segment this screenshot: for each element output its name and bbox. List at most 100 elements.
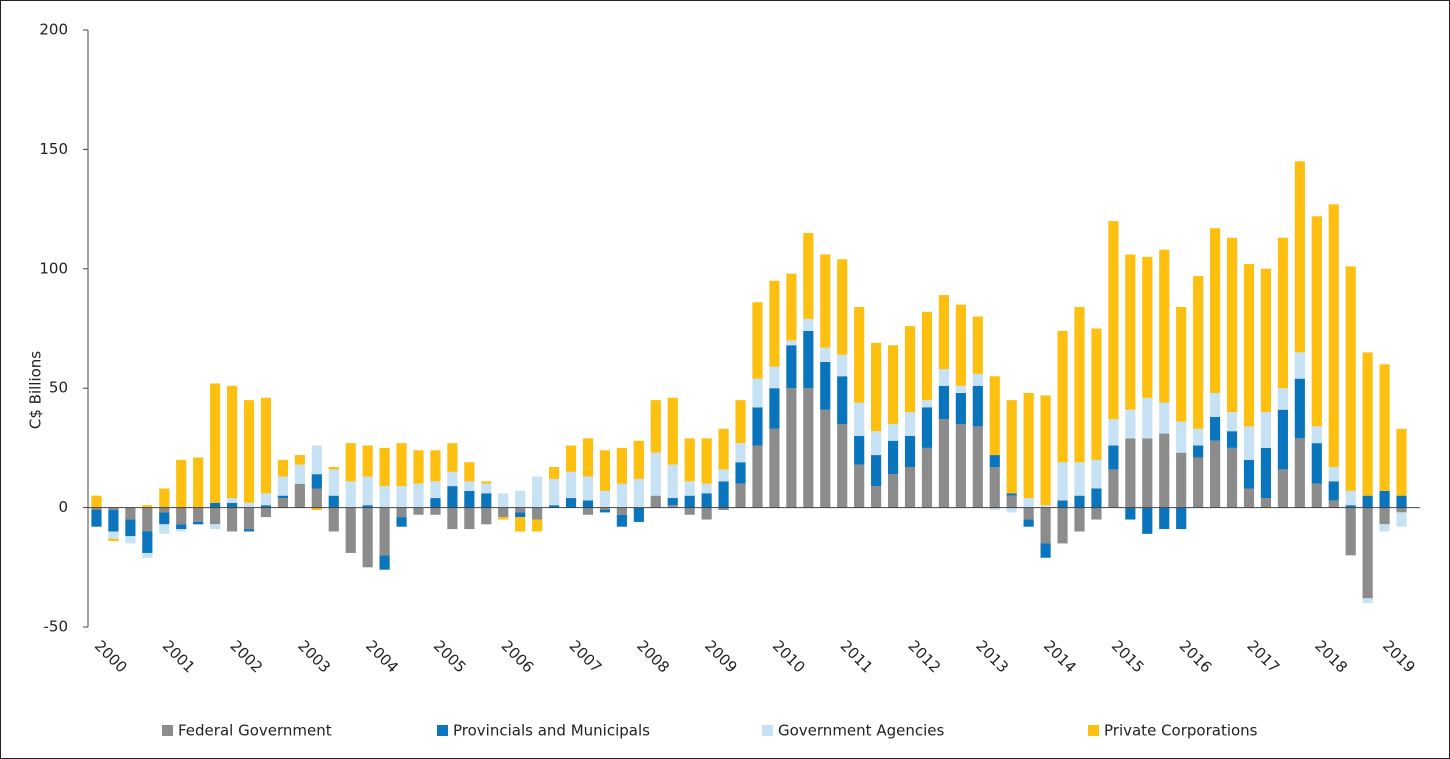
bar-segment <box>362 507 373 568</box>
bar-segment <box>1226 237 1238 413</box>
bar-segment <box>1311 426 1322 444</box>
bar-segment <box>464 490 475 508</box>
bar-segment <box>176 507 187 525</box>
bar-segment <box>854 402 865 436</box>
bar-segment <box>159 524 170 534</box>
bar-segment <box>1226 447 1238 508</box>
bar-segment <box>379 507 390 556</box>
bar-segment <box>599 490 611 508</box>
y-tick-label: 0 <box>58 498 68 516</box>
bar-segment <box>413 483 424 508</box>
bar-segment <box>1159 402 1170 434</box>
bar-segment <box>362 445 373 477</box>
bar-segment <box>1277 388 1288 410</box>
bar-segment <box>91 507 102 510</box>
bar-segment <box>396 517 407 527</box>
bar-segment <box>260 507 272 518</box>
bar-segment <box>684 438 695 482</box>
bar-segment <box>532 476 543 508</box>
bar-segment <box>769 388 780 429</box>
bar-segment <box>226 385 238 499</box>
bar-segment <box>311 488 322 508</box>
bar-segment <box>1159 433 1170 508</box>
bar-segment <box>142 507 153 532</box>
bar-segment <box>820 347 831 362</box>
bar-segment <box>243 507 255 530</box>
bar-segment <box>1125 507 1136 520</box>
bar-segment <box>1311 483 1322 508</box>
bar-segment <box>752 445 763 508</box>
bar-segment <box>1108 221 1119 420</box>
bar-segment <box>277 459 288 477</box>
bar-segment <box>1006 400 1017 494</box>
bar-segment <box>1057 507 1068 544</box>
bar-segment <box>549 505 560 508</box>
bar-segment <box>667 498 678 506</box>
legend-label: Government Agencies <box>778 722 944 740</box>
bar-segment <box>277 498 288 508</box>
bar-segment <box>667 397 678 465</box>
bar-segment <box>718 469 729 482</box>
bar-segment <box>803 232 814 319</box>
bar-segment <box>1243 459 1255 489</box>
bar-segment <box>854 435 865 465</box>
bar-segment <box>667 464 678 499</box>
bar-segment <box>159 507 170 513</box>
bar-segment <box>1176 507 1187 530</box>
legend-label: Provincials and Municipals <box>453 722 650 740</box>
bar-segment <box>464 507 475 530</box>
bar-segment <box>887 424 899 441</box>
bar-segment <box>1074 307 1085 463</box>
bar-segment <box>1142 256 1153 398</box>
bar-segment <box>1260 412 1272 448</box>
bar-segment <box>582 476 594 501</box>
bar-segment <box>1074 507 1085 532</box>
bar-segment <box>1379 364 1390 491</box>
bar-segment <box>803 388 814 508</box>
bar-segment <box>1006 507 1017 513</box>
bar-segment <box>260 397 272 494</box>
bar-segment <box>226 502 238 508</box>
bar-segment <box>1243 488 1255 508</box>
bar-segment <box>328 469 339 496</box>
bar-segment <box>1328 467 1339 482</box>
bar-segment <box>1379 524 1390 532</box>
bar-segment <box>311 507 322 510</box>
bar-segment <box>735 462 746 484</box>
bar-segment <box>938 295 949 370</box>
bar-segment <box>328 467 339 470</box>
bar-segment <box>871 455 882 487</box>
bar-segment <box>498 493 509 508</box>
bar-segment <box>159 512 170 525</box>
bar-segment <box>582 438 594 477</box>
bar-segment <box>1396 495 1407 508</box>
bar-segment <box>210 524 221 530</box>
bar-segment <box>820 361 831 410</box>
bar-segment <box>549 478 560 506</box>
y-axis-label: C$ Billions <box>27 351 45 429</box>
bar-segment <box>1294 438 1305 508</box>
bar-segment <box>820 254 831 348</box>
bar-segment <box>1345 505 1356 508</box>
bar-segment <box>430 498 441 508</box>
bar-segment <box>226 507 238 532</box>
bar-segment <box>820 409 831 508</box>
bar-segment <box>1159 507 1170 530</box>
bar-segment <box>210 502 221 508</box>
y-tick-label: 200 <box>39 21 68 39</box>
bar-segment <box>1176 452 1187 508</box>
bar-segment <box>1142 507 1153 534</box>
bar-segment <box>243 502 255 508</box>
bar-segment <box>735 400 746 444</box>
bar-segment <box>142 531 153 553</box>
bar-segment <box>972 426 983 508</box>
bar-segment <box>1226 431 1238 448</box>
bar-segment <box>735 483 746 508</box>
bar-segment <box>243 400 255 503</box>
bar-segment <box>1345 266 1356 491</box>
bar-segment <box>1142 438 1153 508</box>
bar-segment <box>1040 543 1051 558</box>
bar-segment <box>481 507 492 525</box>
